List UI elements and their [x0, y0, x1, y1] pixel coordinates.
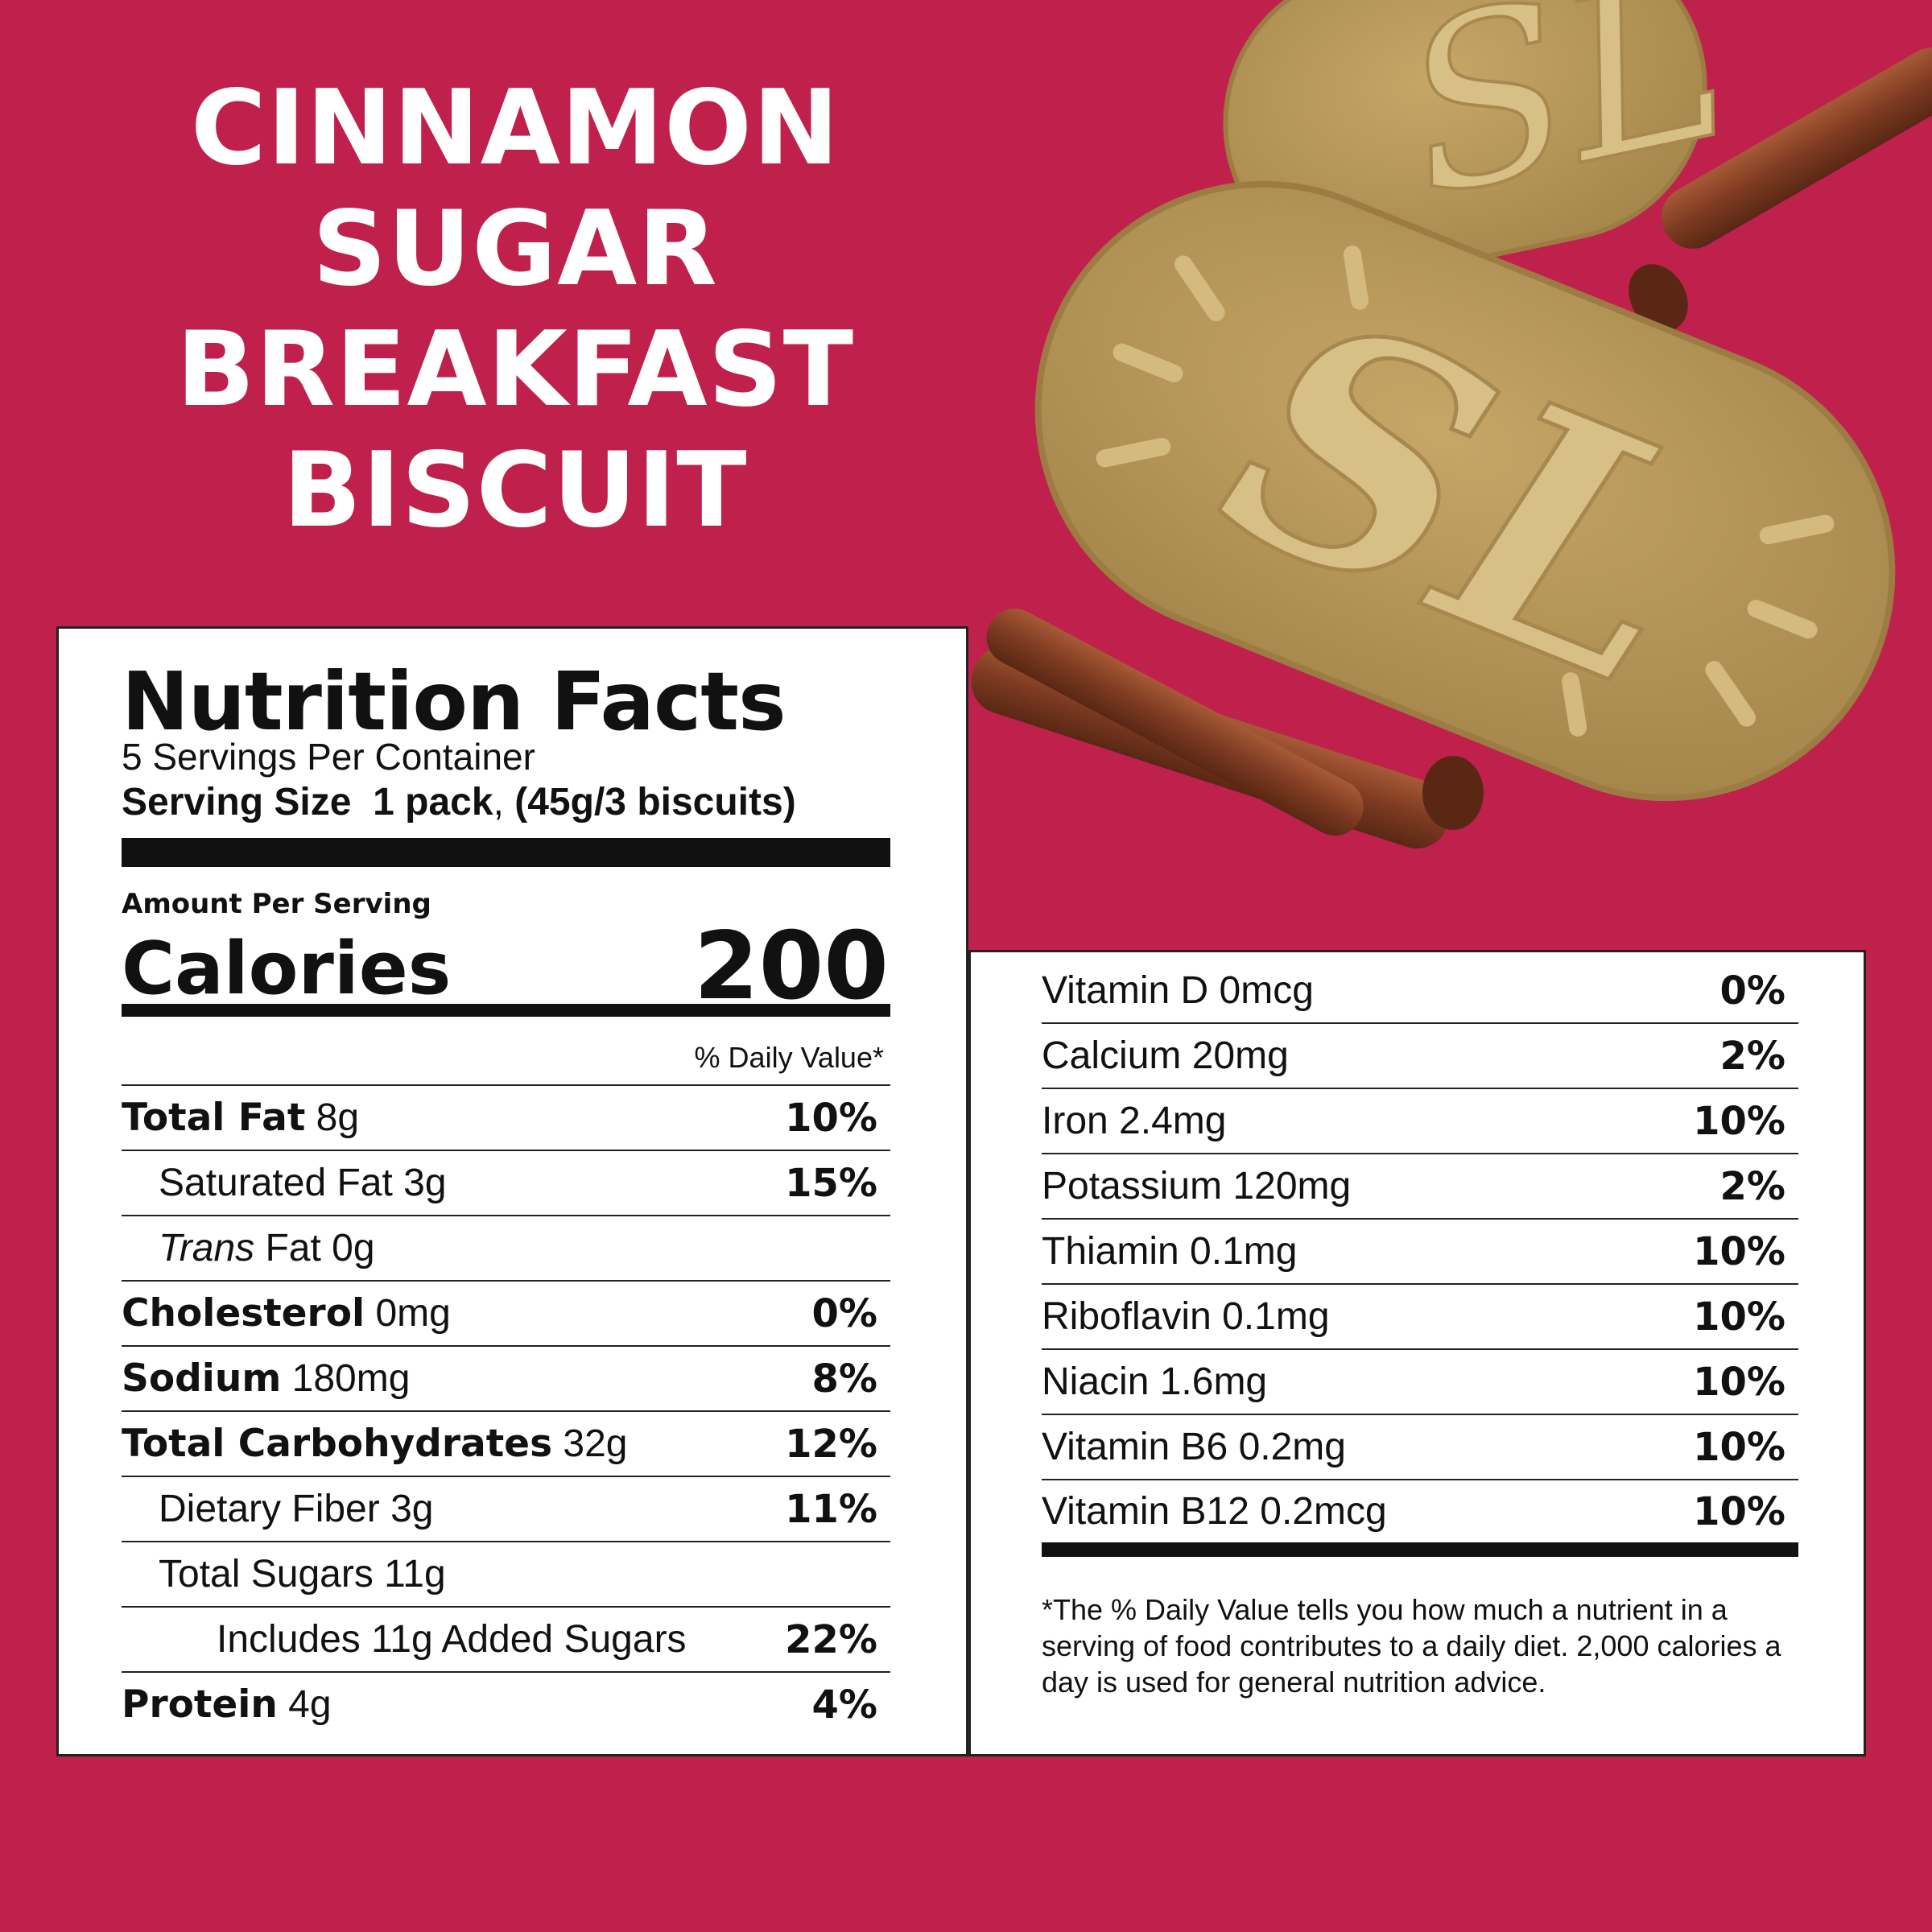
vitamin-dv: 10% [1693, 1488, 1785, 1534]
cinnamon-stick-right [1629, 47, 1932, 332]
nutrient-row-protein: Protein 4g 4% [122, 1671, 890, 1736]
vitamin-label: Potassium 120mg [1042, 1165, 1352, 1208]
nutrient-amount: 0mg [365, 1292, 451, 1335]
daily-value-header: % Daily Value* [694, 1041, 884, 1074]
nutrient-row-total-sugars: Total Sugars 11g [122, 1541, 890, 1606]
nutrient-dv: 0% [811, 1290, 878, 1336]
daily-value-footnote: *The % Daily Value tells you how much a … [1042, 1593, 1781, 1699]
nutrient-amount: Dietary Fiber 3g [159, 1488, 434, 1530]
nutrient-row-cholesterol: Cholesterol 0mg 0% [122, 1280, 890, 1345]
nutrient-row-saturated-fat: Saturated Fat 3g 15% [122, 1150, 890, 1215]
calories-value: 200 [693, 912, 889, 1021]
nutrient-amount: 32g [552, 1422, 628, 1465]
amount-per-serving: Amount Per Serving [122, 888, 431, 920]
nutrient-amount: 8g [305, 1096, 360, 1139]
vitamin-label: Vitamin D 0mcg [1042, 969, 1314, 1012]
serving-size-comma: , [493, 781, 504, 824]
vitamin-row: Potassium 120mg 2% [1042, 1154, 1798, 1220]
nutrient-amount: Total Sugars 11g [159, 1553, 446, 1596]
vitamin-label: Iron 2.4mg [1042, 1100, 1227, 1142]
vitamin-row: Iron 2.4mg 10% [1042, 1089, 1798, 1154]
vitamin-row: Thiamin 0.1mg 10% [1042, 1220, 1798, 1285]
serving-size-value: 1 pack [373, 781, 493, 824]
nutrient-name: Cholesterol [122, 1291, 365, 1335]
nutrition-facts-title: Nutrition Facts [122, 654, 786, 749]
vitamin-row: Vitamin B12 0.2mcg 10% [1042, 1480, 1798, 1557]
cinnamon-stick-left [971, 609, 1484, 848]
vitamin-label: Riboflavin 0.1mg [1042, 1295, 1330, 1338]
thick-divider [122, 838, 890, 867]
nutrient-dv: 12% [785, 1421, 877, 1467]
vitamin-row: Vitamin D 0mcg 0% [1042, 959, 1798, 1024]
vitamin-dv: 10% [1693, 1228, 1785, 1274]
nutrient-name-italic: Trans [159, 1227, 255, 1269]
nutrient-dv: 4% [811, 1682, 878, 1728]
serving-size-label: Serving Size [122, 781, 352, 824]
vitamin-label: Thiamin 0.1mg [1042, 1230, 1298, 1273]
vitamin-label: Calcium 20mg [1042, 1034, 1289, 1077]
nutrient-amount: Fat 0g [254, 1227, 375, 1269]
vitamin-label: Vitamin B12 0.2mcg [1042, 1490, 1387, 1533]
servings-per-container: 5 Servings Per Container [122, 736, 535, 778]
title-line-3: BREAKFAST [175, 310, 855, 430]
vitamin-dv: 2% [1719, 1033, 1786, 1079]
vitamin-dv: 10% [1693, 1294, 1785, 1340]
vitamin-row: Calcium 20mg 2% [1042, 1024, 1798, 1089]
serving-size: Serving Size 1 pack, (45g/3 biscuits) [122, 780, 894, 824]
nutrient-dv: 11% [785, 1486, 877, 1532]
vitamin-rows: Vitamin D 0mcg 0% Calcium 20mg 2% Iron 2.4… [1042, 959, 1798, 1557]
nutrient-amount: Includes 11g Added Sugars [217, 1618, 687, 1661]
nutrient-dv: 15% [785, 1160, 877, 1206]
nutrient-row-total-carbohydrates: Total Carbohydrates 32g 12% [122, 1410, 890, 1476]
serving-size-detail: (45g/3 biscuits) [514, 781, 796, 824]
vitamin-row: Niacin 1.6mg 10% [1042, 1350, 1798, 1415]
vitamin-label: Vitamin B6 0.2mg [1042, 1426, 1346, 1468]
nutrition-facts-panel: Nutrition Facts 5 Servings Per Container… [56, 626, 968, 1757]
vitamin-label: Niacin 1.6mg [1042, 1360, 1268, 1403]
nutrient-dv: 22% [785, 1616, 877, 1662]
title-line-2: SUGAR [312, 189, 718, 309]
nutrient-row-trans-fat: Trans Fat 0g [122, 1215, 890, 1280]
vitamin-dv: 10% [1693, 1359, 1785, 1405]
nutrient-name: Protein [122, 1682, 278, 1727]
nutrient-row-dietary-fiber: Dietary Fiber 3g 11% [122, 1476, 890, 1541]
vitamin-dv: 0% [1719, 968, 1786, 1013]
vitamin-dv: 10% [1693, 1098, 1785, 1144]
nutrient-row-sodium: Sodium 180mg 8% [122, 1345, 890, 1410]
nutrient-name: Total Fat [122, 1096, 306, 1140]
calories-label: Calories [122, 927, 452, 1011]
nutrient-amount: Saturated Fat 3g [159, 1162, 447, 1204]
vitamin-row: Vitamin B6 0.2mg 10% [1042, 1415, 1798, 1480]
nutrient-row-added-sugars: Includes 11g Added Sugars 22% [122, 1606, 890, 1671]
product-title: CINNAMON SUGAR BREAKFAST BISCUIT [129, 68, 902, 551]
nutrient-amount: 4g [277, 1683, 332, 1726]
biscuit-front: SL [1034, 180, 1896, 802]
title-line-1: CINNAMON [190, 68, 840, 188]
nutrient-dv: 10% [785, 1095, 877, 1141]
calories-divider [122, 1004, 890, 1017]
vitamins-panel: Vitamin D 0mcg 0% Calcium 20mg 2% Iron 2.4… [968, 950, 1866, 1757]
nutrient-row-total-fat: Total Fat 8g 10% [122, 1084, 890, 1150]
vitamin-dv: 2% [1719, 1163, 1786, 1209]
vitamin-row: Riboflavin 0.1mg 10% [1042, 1285, 1798, 1350]
biscuit-illustration: SL SL [971, 0, 1932, 848]
nutrient-rows: Total Fat 8g 10% Saturated Fat 3g 15% Tr… [122, 1084, 890, 1736]
title-line-4: BISCUIT [283, 431, 748, 551]
nutrient-amount: 180mg [281, 1357, 411, 1400]
vitamin-dv: 10% [1693, 1424, 1785, 1470]
nutrient-name: Sodium [122, 1356, 282, 1401]
nutrient-name: Total Carbohydrates [122, 1422, 553, 1466]
nutrient-dv: 8% [811, 1356, 878, 1402]
